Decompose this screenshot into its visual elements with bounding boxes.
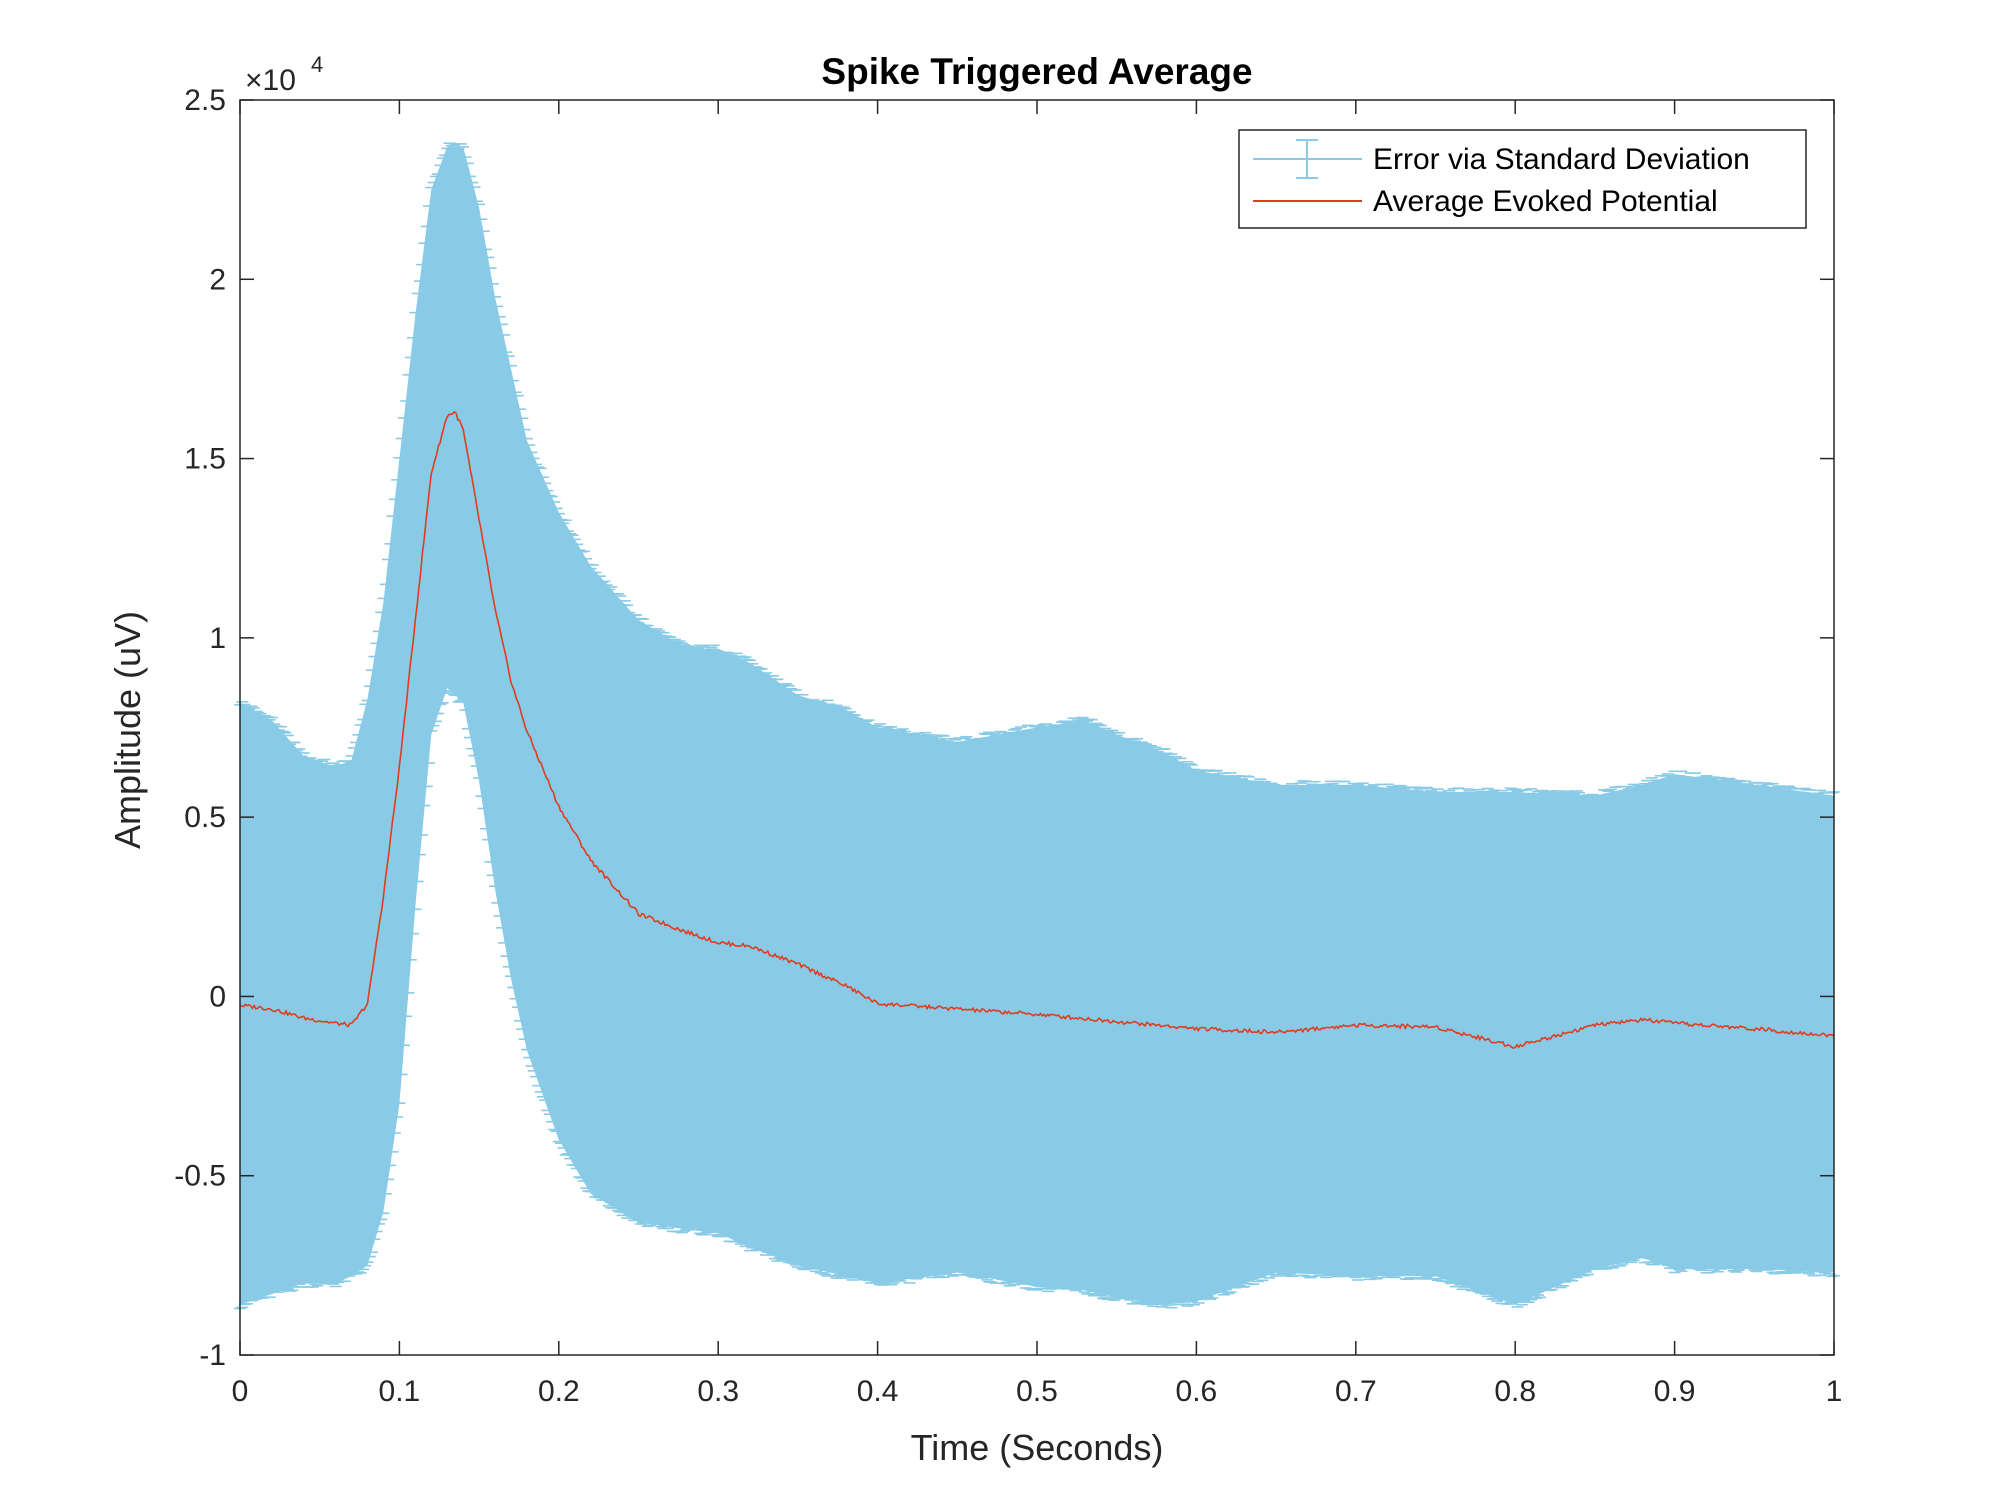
x-tick-label: 0.1 [379,1375,421,1408]
x-tick-label: 0.6 [1176,1375,1218,1408]
axis-ticks: 0 0.1 0.2 0.3 0.4 0.5 0.6 0.7 0.8 0.9 1 2.5 2 1.5 1 0.5… [174,84,1842,1408]
x-axis-label: Time (Seconds) [911,1427,1164,1468]
y-tick-label: 0.5 [184,801,226,834]
chart-title: Spike Triggered Average [821,51,1252,92]
y-tick-label: 2 [209,263,226,296]
y-tick-label: 0 [209,980,226,1013]
y-exponent-base: ×10 [245,64,296,97]
x-tick-label: 0.7 [1335,1375,1377,1408]
errorbar-fill [240,146,1834,1305]
x-tick-label: 0.3 [697,1375,739,1408]
y-exponent-power: 4 [311,52,323,77]
plot-area [234,142,1840,1310]
x-tick-label: 0.8 [1494,1375,1536,1408]
y-tick-label: 1.5 [184,443,226,476]
y-tick-label: -0.5 [174,1160,226,1193]
legend-errorbar-swatch [1253,139,1362,179]
x-tick-label: 0.4 [857,1375,899,1408]
y-axis-label: Amplitude (uV) [107,611,148,849]
legend-box [1238,129,1807,229]
y-tick-label: 2.5 [184,84,226,117]
x-tick-label: 0.9 [1654,1375,1696,1408]
x-tick-label: 0 [232,1375,249,1408]
legend-label-error: Error via Standard Deviation [1373,143,1750,176]
x-tick-label: 0.2 [538,1375,580,1408]
x-tick-label: 1 [1826,1375,1843,1408]
errorbar-caps [234,142,1840,1310]
x-tick-label: 0.5 [1016,1375,1058,1408]
y-tick-label: 1 [209,622,226,655]
errorbar-series [234,142,1840,1310]
average-evoked-potential-line [239,410,1835,1049]
y-tick-label: -1 [199,1339,226,1372]
y-exponent: ×10 4 [245,52,323,97]
legend-label-average: Average Evoked Potential [1373,185,1718,218]
legend: Error via Standard Deviation Average Evo… [1238,129,1807,229]
